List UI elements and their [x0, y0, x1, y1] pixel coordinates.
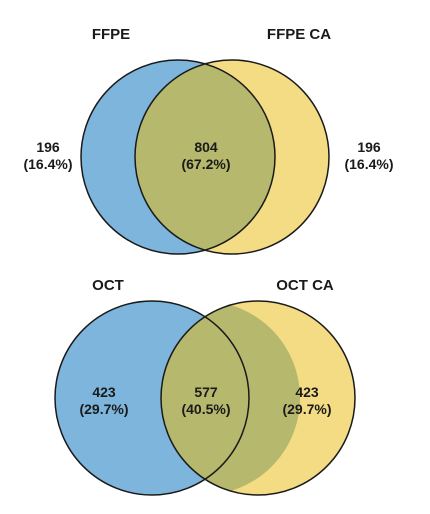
- left-only-percent: (16.4%): [23, 156, 72, 172]
- left-only-percent: (29.7%): [79, 401, 128, 417]
- overlap-percent: (40.5%): [181, 401, 230, 417]
- right-only-percent: (29.7%): [282, 401, 331, 417]
- venn-ffpe: FFPE FFPE CA 196 (16.4%) 804 (67.2%) 196…: [23, 26, 394, 255]
- overlap-count: 577: [194, 384, 218, 400]
- left-only-count: 423: [92, 384, 116, 400]
- set-label-ffpe-ca: FFPE CA: [267, 26, 331, 43]
- set-label-oct-ca: OCT CA: [276, 277, 334, 294]
- overlap-region-ffpe: [135, 60, 275, 254]
- right-only-count: 423: [295, 384, 319, 400]
- set-label-ffpe: FFPE: [92, 26, 130, 43]
- outline-oct-ca: [160, 300, 356, 496]
- right-only-percent: (16.4%): [344, 156, 393, 172]
- outline-ffpe-ca: [134, 59, 330, 255]
- right-only-count: 196: [357, 139, 381, 155]
- overlap-percent: (67.2%): [181, 156, 230, 172]
- overlap-region-oct: [161, 301, 300, 495]
- outline-oct: [54, 300, 250, 496]
- set-label-oct: OCT: [92, 277, 124, 294]
- overlap-count: 804: [194, 139, 218, 155]
- venn-oct: OCT OCT CA 423 (29.7%) 577 (40.5%) 423 (…: [54, 277, 356, 496]
- outline-ffpe: [80, 59, 276, 255]
- left-only-count: 196: [36, 139, 60, 155]
